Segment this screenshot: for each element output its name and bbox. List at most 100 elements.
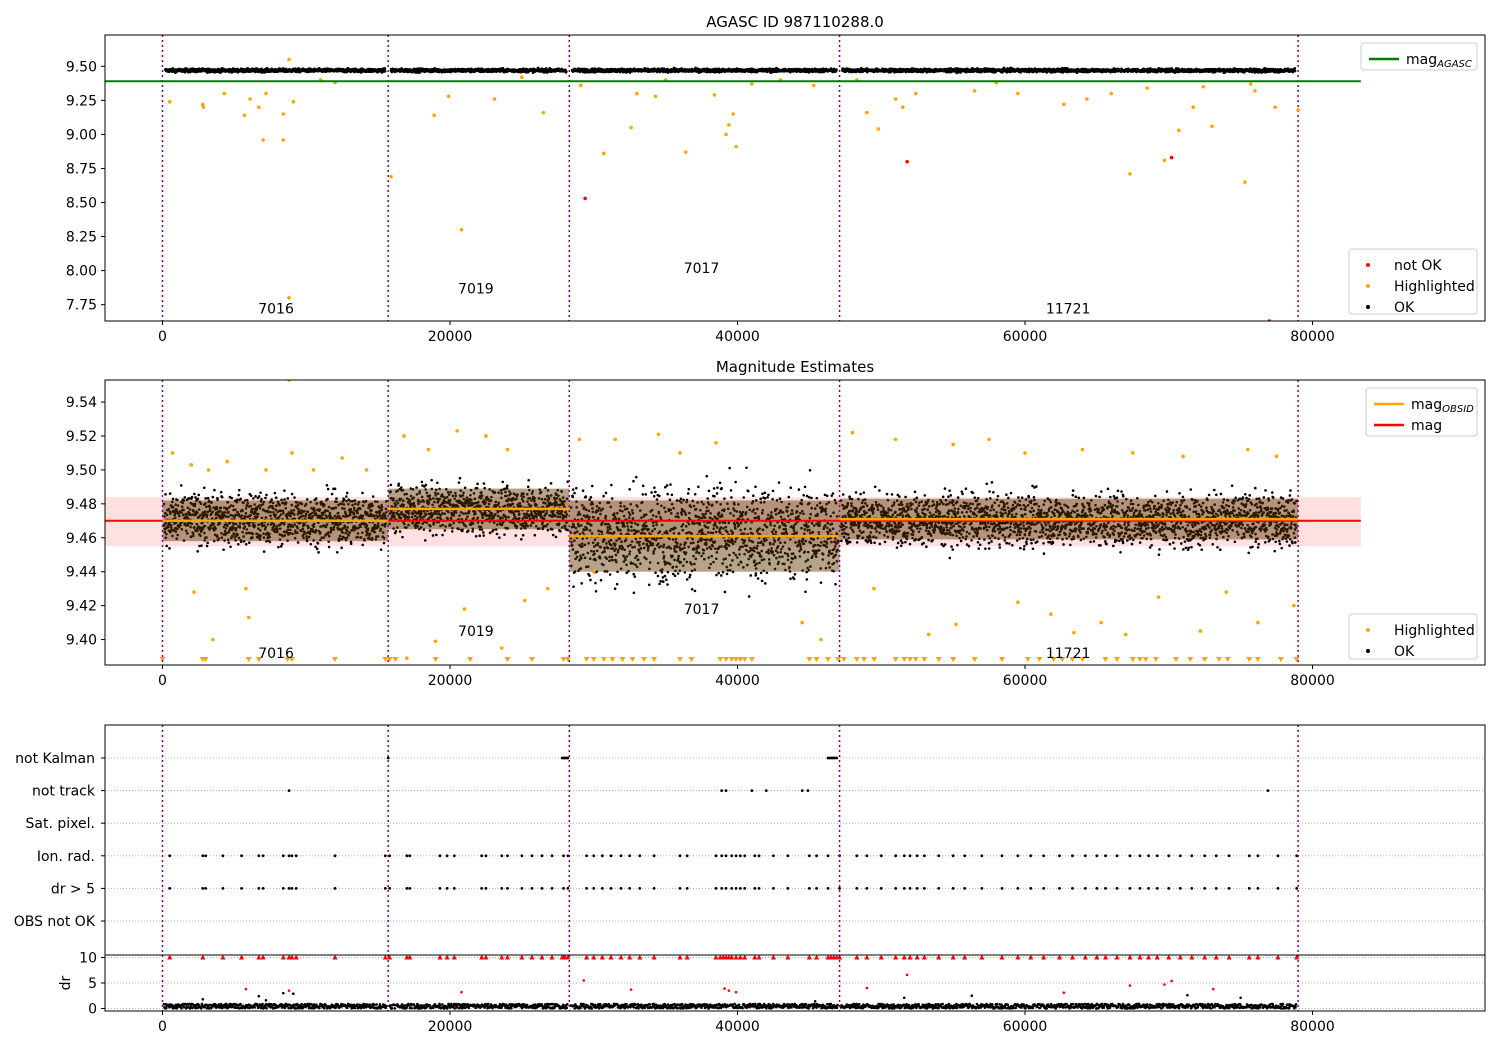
top-highlighted-point [167, 99, 172, 104]
middle-ok-point [182, 508, 185, 512]
middle-ok-point [182, 499, 186, 502]
middle-ok-point [197, 508, 201, 511]
middle-ok-point [173, 511, 177, 515]
middle-ok-point [239, 540, 243, 544]
top-xtick-label: 80000 [1290, 329, 1335, 345]
middle-ok-point [259, 491, 262, 494]
middle-ok-point [177, 525, 181, 529]
top-ytick-label: 9.50 [66, 59, 97, 75]
middle-ok-point [206, 496, 210, 500]
middle-ok-point [192, 509, 195, 513]
middle-ok-point [233, 508, 237, 511]
middle-ok-point [177, 514, 181, 518]
top-highlighted-point [1248, 82, 1253, 86]
middle-ok-point [190, 495, 194, 499]
top-highlighted-point [1273, 105, 1277, 109]
middle-ok-point [193, 502, 197, 506]
middle-ok-point [165, 544, 169, 548]
top-highlighted-point [1085, 97, 1089, 101]
middle-ok-point [171, 497, 175, 501]
top-highlighted-point [734, 144, 738, 149]
top-status-legend-marker [1366, 305, 1370, 309]
middle-ok-point [245, 504, 249, 507]
top-ok-point [383, 67, 387, 70]
middle-ok-point [215, 534, 219, 537]
middle-ok-point [223, 511, 227, 514]
middle-ok-point [226, 524, 229, 528]
middle-ok-point [220, 495, 224, 499]
middle-ok-point [215, 507, 219, 511]
top-highlighted-point [724, 132, 728, 137]
top-highlighted-point [389, 174, 393, 179]
middle-ok-point [193, 492, 196, 496]
top-ok-point [564, 70, 568, 74]
middle-ok-point [237, 512, 241, 516]
top-highlighted-point [257, 105, 261, 109]
middle-ok-point [238, 526, 242, 529]
top-not-ok-point [1169, 155, 1174, 160]
middle-ok-point [205, 544, 209, 548]
top-ok-point [1075, 71, 1079, 75]
top-highlighted-point [287, 296, 291, 300]
middle-ok-point [168, 547, 171, 550]
middle-ok-point [242, 522, 246, 526]
top-highlighted-point [972, 89, 977, 93]
middle-ok-point [173, 516, 177, 520]
middle-ok-point [244, 507, 248, 510]
middle-ok-point [180, 527, 184, 531]
middle-ok-point [212, 539, 216, 543]
middle-ok-point [253, 524, 257, 527]
middle-ok-point [231, 526, 235, 529]
middle-ok-point [256, 515, 259, 518]
top-highlighted-point [1210, 124, 1214, 129]
middle-ok-point [232, 533, 236, 536]
top-highlighted-point [1201, 84, 1206, 89]
middle-ok-point [193, 504, 197, 508]
middle-ok-point [259, 528, 262, 532]
top-highlighted-point [520, 75, 524, 80]
middle-ok-point [242, 539, 246, 543]
middle-ok-point [175, 527, 179, 531]
middle-ok-point [227, 515, 230, 519]
middle-ok-point [205, 513, 209, 517]
middle-ok-point [240, 514, 244, 517]
middle-ok-point [213, 533, 217, 537]
middle-ok-point [237, 488, 241, 492]
middle-ok-point [196, 497, 200, 501]
middle-ok-point [232, 522, 236, 526]
top-ytick-label: 9.00 [66, 127, 97, 143]
middle-ok-point [207, 499, 211, 503]
middle-ok-point [249, 504, 253, 508]
middle-ok-point [255, 507, 259, 511]
top-highlighted-point [1016, 91, 1020, 96]
middle-ok-point [203, 524, 207, 528]
top-highlighted-point [492, 97, 497, 101]
middle-ok-point [203, 539, 206, 542]
top-xtick-label: 40000 [715, 329, 760, 345]
middle-ok-point [163, 530, 167, 534]
top-obsid-label: 7019 [458, 281, 494, 297]
top-highlighted-point [712, 93, 717, 97]
top-xtick-label: 60000 [1003, 329, 1048, 345]
top-highlighted-point [200, 102, 205, 107]
middle-ok-point [202, 486, 206, 490]
middle-chart-title: Magnitude Estimates [716, 358, 874, 376]
middle-ok-point [169, 526, 173, 529]
middle-ok-point [210, 501, 213, 504]
middle-ok-point [231, 504, 235, 508]
middle-ok-point [164, 521, 168, 525]
middle-ok-point [172, 528, 176, 532]
middle-ok-point [242, 501, 245, 505]
middle-ok-point [186, 523, 190, 527]
top-ytick-label: 8.75 [66, 161, 97, 177]
top-mag-legend: magAGASC [1360, 42, 1478, 71]
middle-ok-point [205, 536, 208, 539]
middle-ok-point [255, 532, 258, 536]
middle-ok-point [224, 515, 228, 518]
top-highlighted-point [1109, 91, 1114, 96]
top-obsid-label: 7017 [684, 261, 720, 277]
top-highlighted-point [683, 150, 688, 154]
top-highlighted-point [893, 97, 898, 101]
